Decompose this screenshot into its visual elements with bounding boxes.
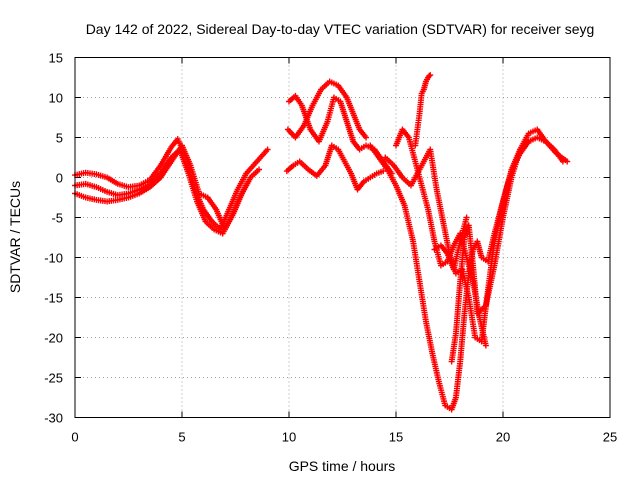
y-tick-label: 15 [49,51,63,66]
y-tick-label: -10 [44,251,63,266]
data-point [264,146,271,153]
x-tick-label: 10 [282,430,296,445]
series-track-6 [284,78,370,141]
series-track-5 [283,142,387,193]
data-point [380,168,387,175]
y-tick-label: -25 [44,371,63,386]
series-track-3 [72,142,263,233]
data-point [427,72,434,79]
y-tick-label: -15 [44,291,63,306]
y-axis-label: SDTVAR / TECUs [7,181,23,293]
series-track-12 [431,214,470,273]
data-point [426,72,433,79]
x-tick-label: 0 [71,430,78,445]
y-tick-label: -30 [44,411,63,426]
data-point [482,342,489,349]
x-tick-label: 5 [178,430,185,445]
data-point [363,134,370,141]
data-point [256,166,263,173]
grid [75,57,610,418]
y-tick-label: 0 [56,171,63,186]
y-tick-label: -20 [44,331,63,346]
plot-frame [74,57,611,418]
y-tick-label: -5 [51,211,63,226]
x-tick-label: 25 [603,430,617,445]
series-track-11 [448,126,571,365]
data-point [564,158,571,165]
data-point [463,214,470,221]
series-track-10 [412,72,434,149]
data-marks [72,72,571,413]
x-axis-label: GPS time / hours [289,458,396,474]
tick-labels: 0 5 10 15 20 25 -30 -25 -20 -15 -10 -5 0 5 10 15 [44,51,617,445]
chart-title: Day 142 of 2022, Sidereal Day-to-day VTE… [86,21,595,37]
x-tick-label: 15 [389,430,403,445]
y-tick-label: 10 [49,91,63,106]
x-tick-label: 20 [496,430,510,445]
y-tick-label: 5 [56,131,63,146]
